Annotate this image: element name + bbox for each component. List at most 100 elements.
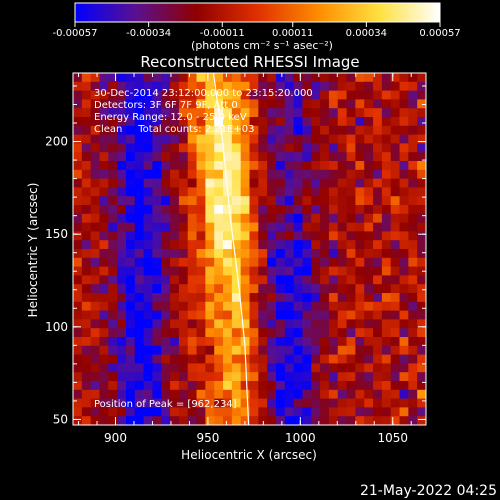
heatmap-cell <box>178 178 189 188</box>
heatmap-cell <box>328 213 339 224</box>
heatmap-cell <box>390 293 401 303</box>
heatmap-cell <box>311 205 321 215</box>
heatmap-cell <box>364 117 374 127</box>
heatmap-cell <box>143 117 154 127</box>
heatmap-cell <box>170 398 180 408</box>
heatmap-cell <box>408 249 418 259</box>
heatmap-cell <box>355 266 365 276</box>
heatmap-cell <box>284 73 295 83</box>
heatmap-cell <box>90 134 101 144</box>
heatmap-cell <box>90 125 101 136</box>
heatmap-cell <box>408 416 418 425</box>
heatmap-cell <box>267 73 277 83</box>
heatmap-cell <box>328 407 339 417</box>
heatmap-cell <box>408 99 418 109</box>
heatmap-cell <box>152 293 162 303</box>
heatmap-cell <box>170 169 180 180</box>
heatmap-cell <box>399 301 409 312</box>
heatmap-cell <box>125 108 136 118</box>
heatmap-cell <box>161 319 171 329</box>
heatmap-cell <box>408 152 418 162</box>
heatmap-cell <box>90 284 101 294</box>
heatmap-cell <box>258 284 268 294</box>
heatmap-cell <box>125 143 136 153</box>
heatmap-cell <box>223 205 233 215</box>
heatmap-cell <box>417 354 426 364</box>
heatmap-cell <box>90 345 101 356</box>
heatmap-cell <box>170 196 180 206</box>
heatmap-cell <box>214 117 224 127</box>
annotation-block: 30-Dec-2014 23:12:00.000 to 23:15:20.000… <box>94 88 313 135</box>
heatmap-cell <box>373 249 383 259</box>
heatmap-cell <box>205 319 215 329</box>
heatmap-cell <box>328 319 339 329</box>
heatmap-cell <box>240 275 251 285</box>
colorbar-tick-label: -0.00057 <box>53 28 98 39</box>
heatmap-cell <box>223 319 233 329</box>
heatmap-cell <box>81 240 92 250</box>
heatmap-cell <box>196 99 206 109</box>
heatmap-cell <box>258 310 268 320</box>
heatmap-cell <box>125 416 136 425</box>
heatmap-cell <box>346 134 356 144</box>
heatmap-cell <box>187 293 198 303</box>
heatmap-cell <box>196 275 206 285</box>
heatmap-cell <box>408 90 418 100</box>
heatmap-cell <box>117 169 127 180</box>
heatmap-cell <box>381 90 392 100</box>
heatmap-cell <box>399 389 409 400</box>
heatmap-cell <box>346 275 356 285</box>
heatmap-cell <box>364 363 374 373</box>
heatmap-cell <box>320 134 330 144</box>
heatmap-cell <box>293 143 304 153</box>
heatmap-cell <box>364 284 374 294</box>
heatmap-cell <box>178 161 189 171</box>
heatmap-cell <box>152 363 162 373</box>
heatmap-cell <box>152 125 162 136</box>
heatmap-cell <box>108 284 118 294</box>
heatmap-cell <box>90 416 101 425</box>
heatmap-cell <box>258 125 268 136</box>
heatmap-cell <box>214 293 224 303</box>
heatmap-cell <box>231 187 242 197</box>
heatmap-cell <box>328 398 339 408</box>
heatmap-cell <box>223 249 233 259</box>
heatmap-cell <box>267 205 277 215</box>
heatmap-cell <box>284 249 295 259</box>
heatmap-cell <box>293 196 304 206</box>
heatmap-cell <box>152 161 162 171</box>
heatmap-cell <box>302 196 312 206</box>
heatmap-cell <box>364 319 374 329</box>
heatmap-cell <box>196 363 206 373</box>
heatmap-cell <box>231 231 242 241</box>
heatmap-cell <box>399 125 409 136</box>
heatmap-cell <box>125 266 136 276</box>
heatmap-cell <box>117 125 127 136</box>
heatmap-cell <box>73 81 83 92</box>
heatmap-cell <box>328 301 339 312</box>
heatmap-cell <box>187 81 198 92</box>
heatmap-cell <box>346 152 356 162</box>
heatmap-cell <box>399 240 409 250</box>
heatmap-cell <box>125 240 136 250</box>
heatmap-cell <box>417 319 426 329</box>
heatmap-cell <box>134 90 145 100</box>
heatmap-cell <box>240 117 251 127</box>
heatmap-cell <box>125 117 136 127</box>
heatmap-cell <box>143 187 154 197</box>
heatmap-cell <box>99 337 109 347</box>
heatmap-cell <box>275 231 286 241</box>
heatmap-cell <box>134 134 145 144</box>
heatmap-cell <box>117 284 127 294</box>
heatmap-cell <box>143 337 154 347</box>
heatmap-cell <box>337 266 348 276</box>
heatmap-cell <box>364 416 374 425</box>
heatmap-cell <box>99 240 109 250</box>
heatmap-cell <box>196 205 206 215</box>
heatmap-cell <box>90 240 101 250</box>
heatmap-cell <box>108 319 118 329</box>
heatmap-cell <box>337 354 348 364</box>
heatmap-cell <box>161 257 171 268</box>
heatmap-cell <box>125 169 136 180</box>
